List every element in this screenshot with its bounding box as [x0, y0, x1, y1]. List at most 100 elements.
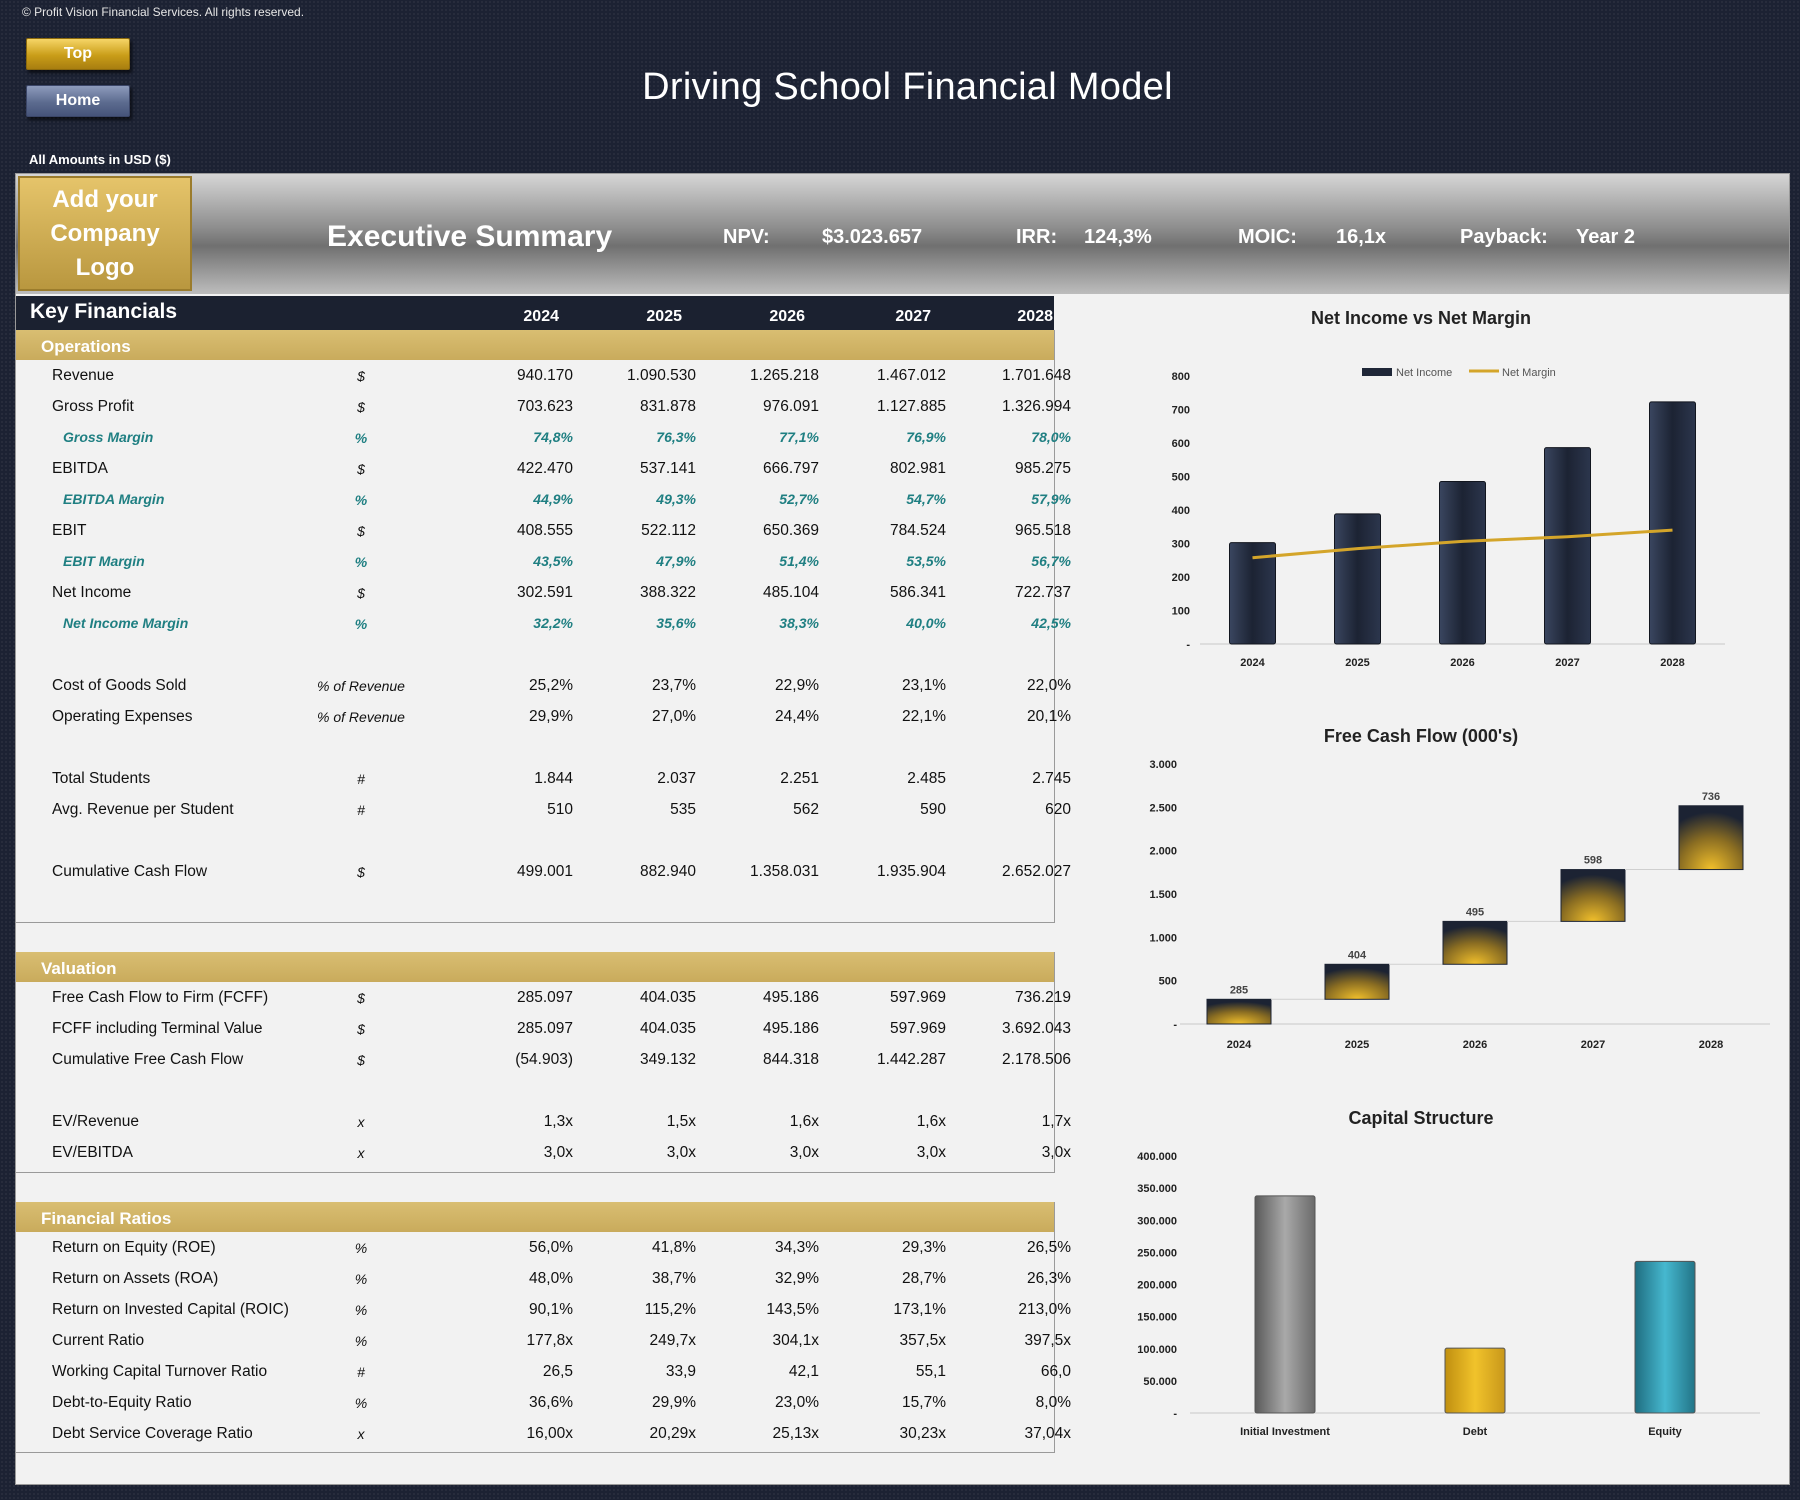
- table-row: EBITDA Margin% 44,9% 49,3% 52,7% 54,7% 57,9%: [16, 484, 1071, 515]
- top-button[interactable]: Top: [26, 38, 130, 70]
- row-value: 43,5%: [533, 553, 573, 569]
- logo-line-2: Company Logo: [50, 219, 160, 281]
- table-row: Operating Expenses % of Revenue 29,9% 27,0%…: [16, 701, 1071, 732]
- row-value: 23,7%: [652, 677, 696, 694]
- npv-label: NPV:: [723, 226, 770, 248]
- row-value: 38,7%: [652, 1270, 696, 1287]
- row-value: 495.186: [762, 989, 819, 1006]
- moic-value: 16,1x: [1336, 226, 1387, 248]
- row-value: 499.001: [516, 863, 573, 880]
- row-value: 2.251: [780, 770, 819, 787]
- chart-title-capital: Capital Structure: [1348, 1108, 1494, 1128]
- row-value: 77,1%: [779, 429, 819, 445]
- row-value: 42,5%: [1031, 615, 1071, 631]
- table-row: Revenue $940.170 1.090.530 1.265.218 1.467.0…: [16, 360, 1071, 391]
- row-value: 535: [670, 801, 696, 818]
- row-value: 302.591: [516, 584, 573, 601]
- row-label: Cost of Goods Sold: [52, 677, 187, 694]
- row-value: 15,7%: [902, 1394, 946, 1411]
- key-financials-title: Key Financials: [30, 300, 178, 323]
- row-value: 27,0%: [652, 708, 696, 725]
- row-value: 26,5%: [1027, 1239, 1071, 1256]
- row-label: Free Cash Flow to Firm (FCFF): [52, 989, 269, 1006]
- row-value: 1,6x: [916, 1113, 946, 1130]
- row-label: Return on Equity (ROE): [52, 1239, 216, 1256]
- row-value: 1.326.994: [1002, 398, 1071, 415]
- row-value: 26,5: [542, 1363, 573, 1380]
- row-value: 42,1: [788, 1363, 819, 1380]
- row-value: 56,7%: [1031, 553, 1071, 569]
- row-value: 965.518: [1014, 522, 1071, 539]
- row-label: Cumulative Cash Flow: [52, 863, 208, 880]
- row-value: 76,3%: [656, 429, 696, 445]
- row-value: 1.265.218: [750, 367, 819, 384]
- row-label: Debt Service Coverage Ratio: [52, 1425, 253, 1442]
- x-tick-label: Initial Investment: [1240, 1426, 1330, 1438]
- row-value: 249,7x: [649, 1332, 696, 1349]
- y-tick-label: 400.000: [1137, 1151, 1177, 1163]
- y-tick-label: 350.000: [1137, 1183, 1177, 1195]
- row-value: 985.275: [1014, 460, 1071, 477]
- row-value: 51,4%: [779, 553, 819, 569]
- row-value: 173,1%: [893, 1301, 946, 1318]
- table-row: EBIT $408.555 522.112 650.369 784.524 965.518: [16, 515, 1071, 546]
- year-header: 2024: [523, 308, 559, 325]
- table-row: EV/Revenue x 1,3x 1,5x 1,6x 1,6x 1,7x: [16, 1106, 1071, 1137]
- moic-label: MOIC:: [1238, 226, 1297, 248]
- row-unit: %: [354, 1302, 368, 1318]
- waterfall-bar: [1206, 998, 1272, 1025]
- waterfall-bar: [1442, 920, 1508, 965]
- row-value: 666.797: [762, 460, 819, 477]
- row-value: 1,7x: [1041, 1113, 1071, 1130]
- row-value: 357,5x: [899, 1332, 946, 1349]
- x-tick-label: Equity: [1648, 1426, 1682, 1438]
- table-row: Avg. Revenue per Student #510 535 562 590 620: [16, 794, 1071, 825]
- bar-capital: [1254, 1195, 1316, 1414]
- row-value: 1,5x: [666, 1113, 696, 1130]
- row-unit: #: [357, 802, 365, 818]
- row-value: 57,9%: [1031, 491, 1071, 507]
- row-label: Debt-to-Equity Ratio: [52, 1394, 192, 1411]
- charts-area: Net Income vs Net Margin - 100 200 300 400 50…: [1055, 296, 1787, 1482]
- y-tick-label: -: [1186, 639, 1190, 651]
- y-tick-label: -: [1173, 1408, 1177, 1420]
- home-button[interactable]: Home: [26, 85, 130, 117]
- table-row: EBIT Margin% 43,5% 47,9% 51,4% 53,5% 56,7%: [16, 546, 1071, 577]
- row-value: 522.112: [641, 522, 696, 539]
- bar-net-income: [1649, 401, 1696, 645]
- payback-value: Year 2: [1576, 226, 1635, 248]
- irr-value: 124,3%: [1084, 226, 1152, 248]
- row-value: 23,0%: [775, 1394, 819, 1411]
- row-value: 2.485: [907, 770, 946, 787]
- year-header: 2027: [895, 308, 931, 325]
- row-label: Return on Invested Capital (ROIC): [52, 1301, 289, 1318]
- row-value: 8,0%: [1035, 1394, 1071, 1411]
- npv-value: $3.023.657: [822, 226, 923, 248]
- row-value: 736.219: [1014, 989, 1071, 1006]
- y-tick-label: 1.500: [1149, 889, 1177, 901]
- row-value: 25,13x: [772, 1425, 819, 1442]
- row-label: EBIT: [52, 522, 87, 539]
- table-row: Total Students #1.844 2.037 2.251 2.485 2.745: [16, 763, 1071, 794]
- row-unit: $: [357, 1021, 365, 1037]
- row-value: 47,9%: [656, 553, 696, 569]
- row-value: 844.318: [762, 1051, 819, 1068]
- row-value: 940.170: [516, 367, 573, 384]
- row-value: 23,1%: [902, 677, 946, 694]
- table-row: EBITDA $422.470 537.141 666.797 802.981 985.2…: [16, 453, 1071, 484]
- row-unit: $: [357, 864, 365, 880]
- row-value: 177,8x: [526, 1332, 573, 1349]
- row-value: 24,4%: [775, 708, 819, 725]
- row-label: FCFF including Terminal Value: [52, 1020, 263, 1037]
- company-logo-placeholder[interactable]: Add your Company Logo: [18, 176, 192, 291]
- net-income-chart: - 100 200 300 400 500 600 700 800 2024 2025 2026 202…: [1172, 367, 1725, 669]
- row-value: 1.358.031: [750, 863, 819, 880]
- row-unit: %: [354, 1240, 368, 1256]
- data-label: 404: [1348, 949, 1367, 961]
- row-value: 213,0%: [1018, 1301, 1071, 1318]
- y-tick-label: 50.000: [1143, 1376, 1177, 1388]
- row-value: 422.470: [516, 460, 573, 477]
- row-label: EV/EBITDA: [52, 1144, 133, 1161]
- x-tick-label: 2026: [1450, 657, 1474, 669]
- row-label: Net Income: [52, 584, 132, 601]
